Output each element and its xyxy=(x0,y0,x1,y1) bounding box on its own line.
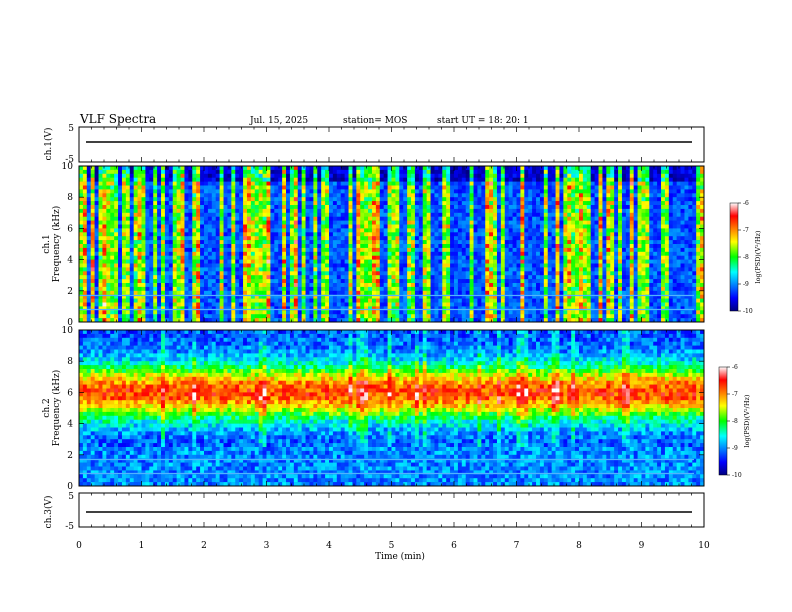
ch2-colorbar-label: log(PSD)(V²/Hz) xyxy=(743,394,751,447)
freq-ticklabel: 6 xyxy=(67,224,73,234)
figure-title: VLF Spectra xyxy=(79,112,156,126)
colorbar-ticklabel: -7 xyxy=(732,391,738,398)
colorbar-ticklabel: -9 xyxy=(732,445,738,452)
ch1-colorbar-label: log(PSD)(V²/Hz) xyxy=(754,230,762,283)
colorbar-ticklabel: -8 xyxy=(732,418,738,425)
ch2-spectrogram-image xyxy=(79,330,705,487)
ch1-colorbar: -6 -7 -8 -9 -10 log(PSD)(V²/Hz) xyxy=(729,200,762,315)
time-ticklabel: 7 xyxy=(514,541,520,551)
ch2-spec-ylabel-channel: ch.2 xyxy=(42,398,52,417)
time-ticklabel: 6 xyxy=(451,541,457,551)
freq-ticklabel: 8 xyxy=(67,193,73,203)
colorbar-ticklabel: -7 xyxy=(743,227,749,234)
ch2-colorbar: -6 -7 -8 -9 -10 log(PSD)(V²/Hz) xyxy=(718,364,751,479)
ch1-waveform-panel: 5 -5 ch.1(V) xyxy=(43,124,705,165)
freq-ticklabel: 10 xyxy=(62,162,74,172)
colorbar-ticklabel: -10 xyxy=(732,472,742,479)
ch3-ylabel: ch.3(V) xyxy=(43,496,54,529)
freq-ticklabel: 8 xyxy=(67,357,73,367)
ch2-spec-yticks: 0 2 4 6 8 10 xyxy=(62,326,704,492)
date-label: Jul. 15, 2025 xyxy=(249,116,308,126)
colorbar-ticklabel: -6 xyxy=(732,364,738,371)
ch3-waveform-panel: 5 -5 ch.3(V) 0 1 2 3 4 5 6 7 8 9 10 Time (min) xyxy=(43,492,710,562)
time-ticklabel: 10 xyxy=(698,541,710,551)
time-ticklabel: 3 xyxy=(264,541,270,551)
ch1-spec-ylabel-channel: ch.1 xyxy=(42,234,52,253)
time-ticklabel: 4 xyxy=(326,541,332,551)
ch2-colorbar-ticks: -6 -7 -8 -9 -10 xyxy=(727,364,742,479)
ch1-ylabel: ch.1(V) xyxy=(43,128,54,161)
ch1-spectrogram-panel: 0 2 4 6 8 10 ch.1 Frequency (kHz) xyxy=(42,162,705,328)
time-ticklabel: 0 xyxy=(76,541,82,551)
start-time-label: start UT = 18: 20: 1 xyxy=(437,116,529,126)
freq-ticklabel: 0 xyxy=(67,482,73,492)
freq-ticklabel: 2 xyxy=(67,287,73,297)
ch3-ytick-bottom: -5 xyxy=(65,522,74,532)
ch1-colorbar-ticks: -6 -7 -8 -9 -10 xyxy=(738,200,753,315)
time-ticklabel: 8 xyxy=(576,541,582,551)
ch1-spec-ylabel-freq: Frequency (kHz) xyxy=(51,206,62,283)
ch1-spectrogram-image xyxy=(79,166,705,323)
time-axis-ticklabels: 0 1 2 3 4 5 6 7 8 9 10 xyxy=(76,541,710,551)
freq-ticklabel: 2 xyxy=(67,451,73,461)
ch1-spec-yticks: 0 2 4 6 8 10 xyxy=(62,162,704,328)
time-ticklabel: 5 xyxy=(389,541,395,551)
colorbar-ticklabel: -10 xyxy=(743,308,753,315)
ch2-spec-ylabel-freq: Frequency (kHz) xyxy=(51,370,62,447)
freq-ticklabel: 10 xyxy=(62,326,74,336)
time-ticklabel: 1 xyxy=(139,541,145,551)
freq-ticklabel: 4 xyxy=(67,256,73,266)
time-axis-label: Time (min) xyxy=(375,551,425,562)
ch1-ytick-bottom: -5 xyxy=(65,155,74,165)
time-ticklabel: 9 xyxy=(639,541,645,551)
freq-ticklabel: 6 xyxy=(67,388,73,398)
ch2-spectrogram-panel: 0 2 4 6 8 10 ch.2 Frequency (kHz) xyxy=(42,326,705,492)
colorbar-ticklabel: -9 xyxy=(743,281,749,288)
time-ticklabel: 2 xyxy=(201,541,207,551)
freq-ticklabel: 4 xyxy=(67,420,73,430)
colorbar-ticklabel: -6 xyxy=(743,200,749,207)
ch1-ytick-top: 5 xyxy=(68,124,74,134)
station-label: station= MOS xyxy=(343,116,407,126)
ch3-ytick-top: 5 xyxy=(68,492,74,502)
freq-ticklabel: 0 xyxy=(67,318,73,328)
colorbar-ticklabel: -8 xyxy=(743,254,749,261)
